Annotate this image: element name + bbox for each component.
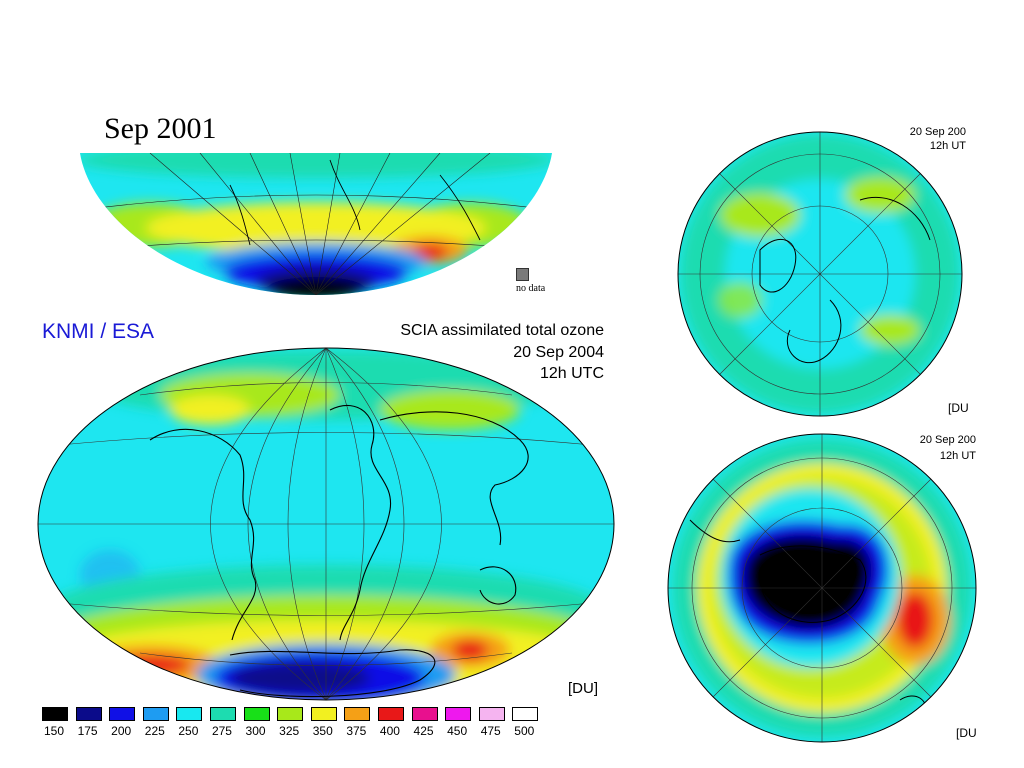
legend-swatch xyxy=(478,707,505,721)
legend-value: 275 xyxy=(211,724,232,738)
legend-value: 300 xyxy=(245,724,266,738)
legend-value: 425 xyxy=(413,724,434,738)
legend-swatch xyxy=(377,707,404,721)
main-ozone-map xyxy=(38,348,614,700)
legend-swatch xyxy=(445,707,472,721)
legend-value: 250 xyxy=(178,724,199,738)
legend-item: 275 xyxy=(208,707,242,738)
legend-swatch xyxy=(142,707,169,721)
legend-value: 225 xyxy=(144,724,165,738)
legend-item: 500 xyxy=(510,707,544,738)
legend-value: 450 xyxy=(447,724,468,738)
no-data-label: no data xyxy=(516,283,546,294)
legend-value: 475 xyxy=(480,724,501,738)
legend-swatch xyxy=(344,707,371,721)
legend-value: 500 xyxy=(514,724,535,738)
legend-value: 375 xyxy=(346,724,367,738)
no-data-swatch xyxy=(516,268,529,281)
legend-swatch xyxy=(310,707,337,721)
south-map-date: 20 Sep 200 xyxy=(919,434,976,446)
legend-item: 225 xyxy=(141,707,175,738)
legend-item: 250 xyxy=(174,707,208,738)
south-map-time: 12h UT xyxy=(939,450,976,462)
legend-item: 425 xyxy=(410,707,444,738)
north-coastlines xyxy=(759,196,931,364)
top-ozone-map xyxy=(80,153,552,295)
legend-swatch xyxy=(512,707,539,721)
legend-value: 200 xyxy=(111,724,132,738)
legend-swatch xyxy=(411,707,438,721)
legend-value: 400 xyxy=(379,724,400,738)
north-map-time: 12h UT xyxy=(929,140,966,152)
product-time: 12h UTC xyxy=(539,365,604,382)
legend-swatch xyxy=(176,707,203,721)
product-title: SCIA assimilated total ozone xyxy=(400,322,604,339)
legend-item: 150 xyxy=(40,707,74,738)
north-pole-ozone-map xyxy=(678,132,962,416)
coastlines xyxy=(149,404,529,698)
color-legend: 150 175 200 225 250 275 300 325 350 375 400 425 450 4… xyxy=(40,707,544,738)
legend-value: 175 xyxy=(77,724,98,738)
main-unit-label: [DU] xyxy=(568,680,598,697)
legend-item: 300 xyxy=(242,707,276,738)
legend-swatch xyxy=(243,707,270,721)
legend-value: 350 xyxy=(312,724,333,738)
top-map-title: Sep 2001 xyxy=(104,112,217,145)
legend-swatch xyxy=(75,707,102,721)
legend-swatch xyxy=(42,707,68,721)
legend-item: 475 xyxy=(477,707,511,738)
south-unit-label: [DU xyxy=(956,726,977,740)
legend-item: 375 xyxy=(342,707,376,738)
legend-swatch xyxy=(109,707,136,721)
legend-swatch xyxy=(277,707,304,721)
legend-item: 350 xyxy=(309,707,343,738)
north-unit-label: [DU xyxy=(948,401,969,415)
legend-item: 175 xyxy=(74,707,108,738)
legend-item: 200 xyxy=(107,707,141,738)
legend-value: 325 xyxy=(279,724,300,738)
north-map-date: 20 Sep 200 xyxy=(909,126,966,138)
south-pole-ozone-map xyxy=(668,434,976,742)
legend-item: 400 xyxy=(376,707,410,738)
legend-item: 450 xyxy=(443,707,477,738)
main-map-border xyxy=(37,347,615,701)
legend-value: 150 xyxy=(43,724,65,738)
legend-swatch xyxy=(209,707,236,721)
product-date: 20 Sep 2004 xyxy=(513,344,604,361)
agency-label: KNMI / ESA xyxy=(42,320,155,343)
legend-item: 325 xyxy=(275,707,309,738)
